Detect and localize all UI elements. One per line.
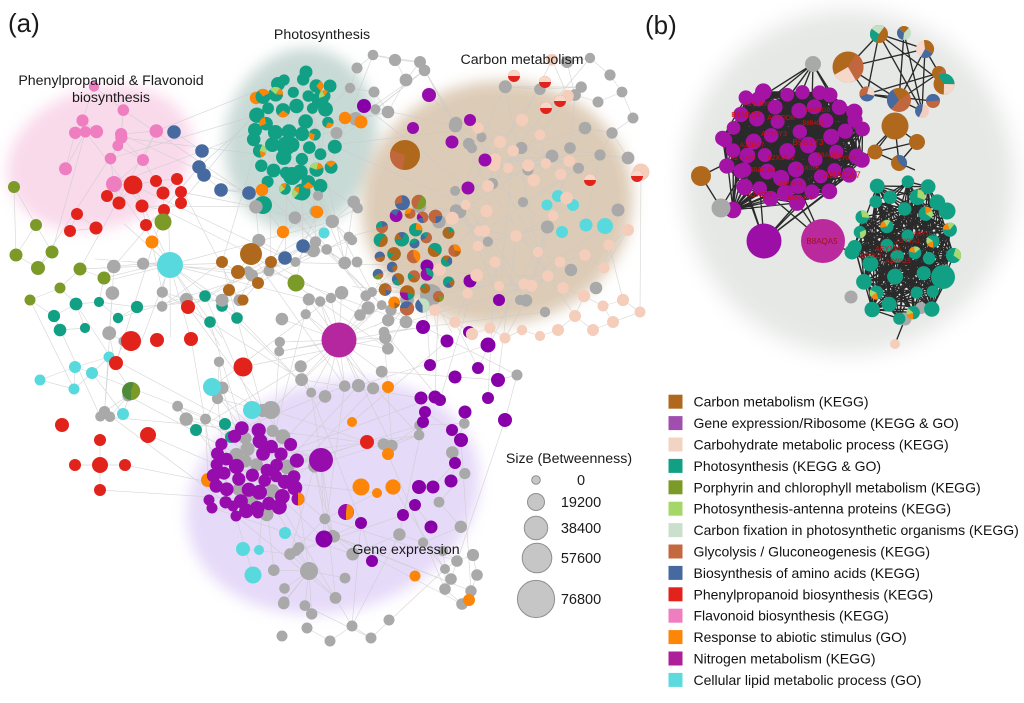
svg-text:B8AQA5: B8AQA5 [806,237,838,246]
svg-text:Cellular lipid metabolic proce: Cellular lipid metabolic process (GO) [694,672,922,688]
svg-text:Phenylpropanoid biosynthesis (: Phenylpropanoid biosynthesis (KEGG) [694,586,934,602]
svg-text:ABACA7: ABACA7 [823,170,861,181]
svg-text:A02021: A02021 [860,253,883,260]
svg-text:57600: 57600 [561,551,601,567]
svg-text:AMZJ15: AMZJ15 [787,195,813,202]
svg-text:(b): (b) [645,10,677,40]
svg-text:Carbohydrate metabolic process: Carbohydrate metabolic process (KEGG) [694,437,949,453]
svg-text:19200: 19200 [561,495,601,511]
svg-text:Carbon metabolism: Carbon metabolism [460,52,583,68]
svg-text:B9B1Y3: B9B1Y3 [792,137,823,147]
svg-text:Porphyrin and chlorophyll meta: Porphyrin and chlorophyll metabolism (KE… [694,479,981,495]
svg-text:(a): (a) [8,8,40,38]
svg-text:Gene expression: Gene expression [352,542,459,558]
svg-text:A2XQI6: A2XQI6 [748,192,773,199]
svg-text:A2YQD8: A2YQD8 [767,115,795,122]
svg-text:Glycolysis / Gluconeogenesis (: Glycolysis / Gluconeogenesis (KEGG) [694,544,931,560]
svg-text:Phenylpropanoid & Flavonoid: Phenylpropanoid & Flavonoid [18,73,203,89]
svg-text:0: 0 [577,473,585,489]
svg-text:76800: 76800 [561,592,601,608]
svg-text:B8ACA3: B8ACA3 [749,167,776,174]
svg-text:Carbon metabolism (KEGG): Carbon metabolism (KEGG) [694,394,869,410]
svg-text:A2X6Y3: A2X6Y3 [761,131,787,138]
svg-text:Size (Betweenness): Size (Betweenness) [506,451,632,467]
svg-text:Photosynthesis: Photosynthesis [274,27,370,43]
svg-text:B8AGF8: B8AGF8 [817,152,842,159]
svg-text:Response to abiotic stimulus (: Response to abiotic stimulus (GO) [694,629,907,645]
svg-text:A2WA15: A2WA15 [885,258,911,265]
svg-text:Photosynthesis-antenna protein: Photosynthesis-antenna proteins (KEGG) [694,501,952,517]
svg-text:Nitrogen metabolism (KEGG): Nitrogen metabolism (KEGG) [694,651,876,667]
svg-text:B8ADQ8: B8ADQ8 [731,110,761,119]
svg-text:biosynthesis: biosynthesis [72,90,150,106]
svg-text:A2Y069: A2Y069 [834,156,856,162]
svg-text:B8Y1E5: B8Y1E5 [914,232,937,238]
svg-text:A3BYC4: A3BYC4 [778,181,803,188]
svg-text:AEY165: AEY165 [875,246,901,253]
svg-text:Carbon fixation in photosynthe: Carbon fixation in photosynthetic organi… [694,522,1019,538]
svg-text:A2YBQ9: A2YBQ9 [730,155,756,162]
svg-text:A2WJU9: A2WJU9 [744,101,770,108]
svg-text:B8A8G0: B8A8G0 [806,107,831,114]
svg-text:A2XMC2: A2XMC2 [767,155,795,162]
svg-text:A2YYA1: A2YYA1 [896,238,920,245]
svg-text:Biosynthesis of amino acids (K: Biosynthesis of amino acids (KEGG) [694,565,920,581]
svg-text:Photosynthesis (KEGG & GO): Photosynthesis (KEGG & GO) [694,458,882,474]
svg-text:A2ZBC7: A2ZBC7 [740,142,765,149]
svg-text:A2X066: A2X066 [796,165,820,172]
svg-text:B8B4L5: B8B4L5 [802,121,824,127]
svg-text:38400: 38400 [561,521,601,537]
svg-text:Gene expression/Ribosome (KEGG: Gene expression/Ribosome (KEGG & GO) [694,415,959,431]
svg-text:Flavonoid biosynthesis (KEGG): Flavonoid biosynthesis (KEGG) [694,608,889,624]
